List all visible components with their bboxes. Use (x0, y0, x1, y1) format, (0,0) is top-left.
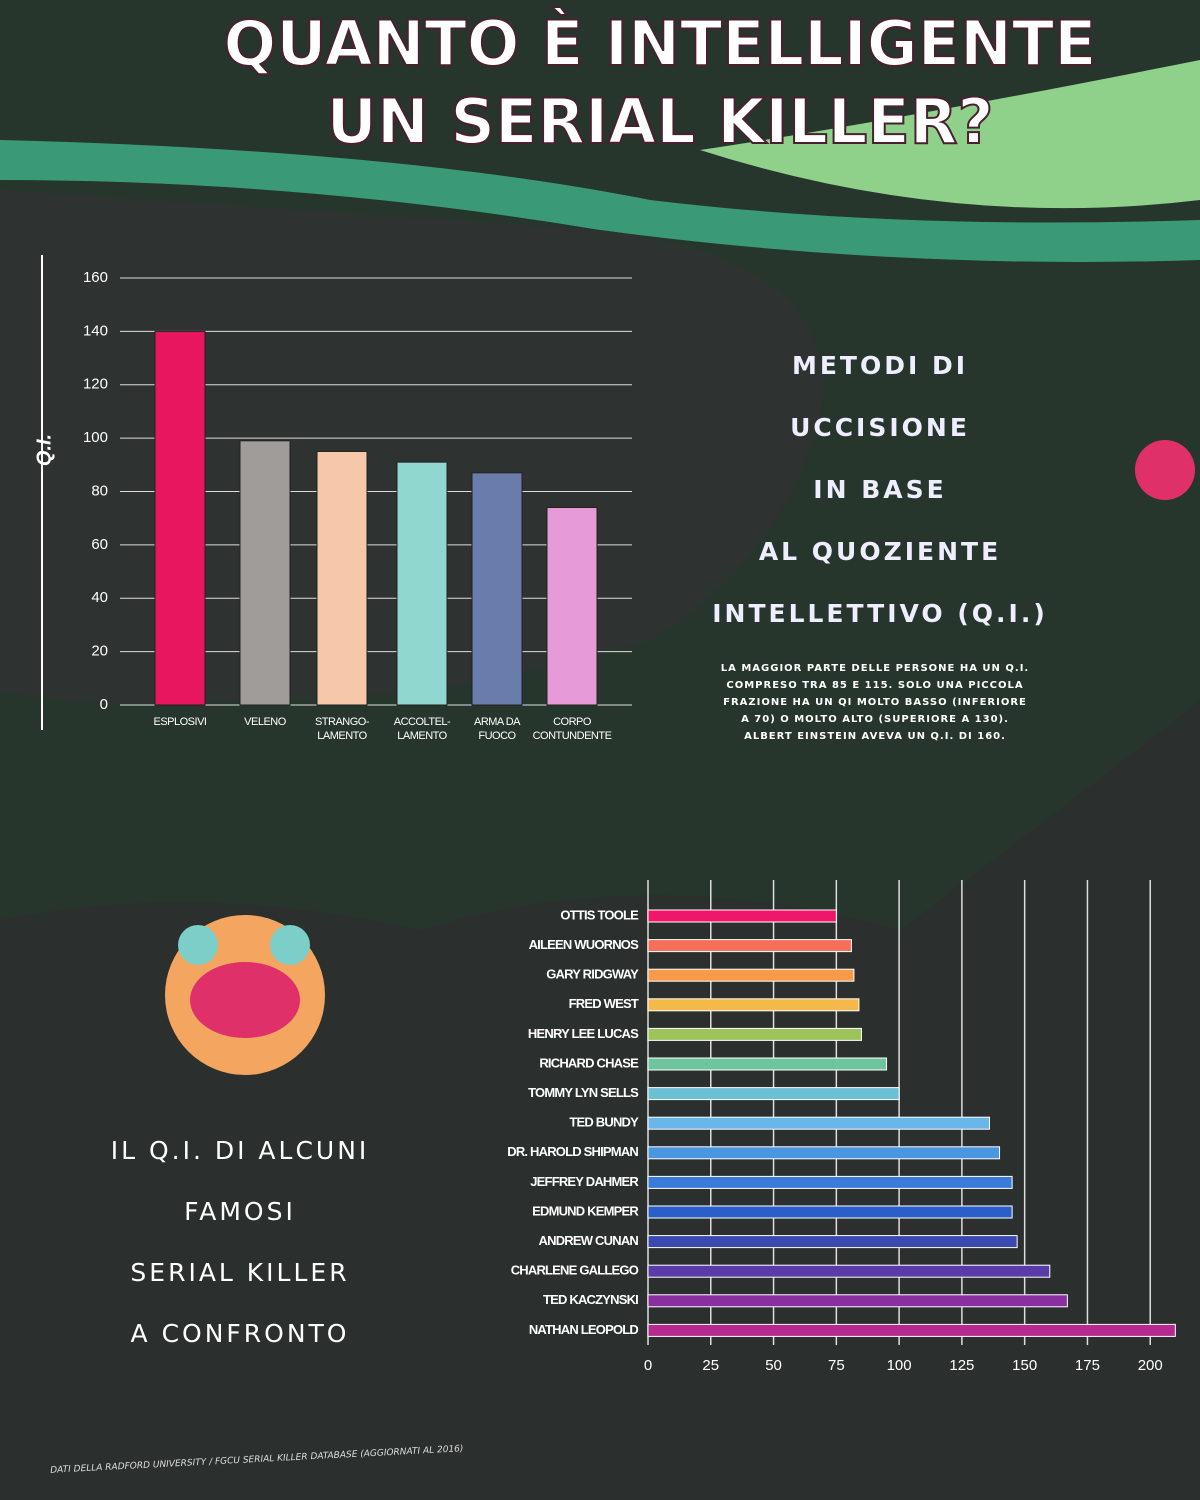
x-tick-label: ARMA DA FUOCO (473, 716, 521, 742)
y-tick-label: 80 (91, 482, 108, 499)
bar (647, 1087, 900, 1101)
y-tick-label: 60 (91, 536, 108, 553)
decor-band (0, 140, 1200, 262)
x-tick-label: CORPO CONTUNDENTE (532, 716, 612, 742)
y-tick-label: 40 (91, 589, 108, 606)
bar (647, 1146, 1001, 1160)
chart-note: LA MAGGIOR PARTE DELLE PERSONE HA UN Q.I… (720, 663, 1030, 742)
bar (647, 968, 855, 982)
y-tick-label: TED KACZYNSKI (543, 1292, 638, 1307)
y-tick-label: HENRY LEE LUCAS (528, 1026, 639, 1041)
x-tick-label: 75 (828, 1357, 845, 1374)
y-tick-label: 0 (100, 696, 108, 713)
bar (154, 330, 206, 706)
x-tick-label: ESPLOSIVI (153, 716, 207, 728)
chart-title: METODI DI UCCISIONE IN BASE AL QUOZIENTE… (712, 351, 1048, 628)
y-tick-label: OTTIS TOOLE (560, 907, 639, 922)
y-tick-label: FRED WEST (569, 996, 639, 1011)
y-tick-label: 100 (83, 429, 108, 446)
bar (647, 998, 860, 1012)
x-tick-label: 50 (765, 1357, 782, 1374)
y-tick-label: 140 (83, 322, 108, 339)
bar (647, 1294, 1068, 1308)
x-tick-label: 200 (1138, 1357, 1163, 1374)
bar (647, 1235, 1018, 1249)
y-tick-label: ANDREW CUNAN (539, 1233, 639, 1248)
y-tick-label: GARY RIDGWAY (546, 967, 639, 982)
y-tick-label: AILEEN WUORNOS (529, 937, 640, 952)
y-tick-label: TOMMY LYN SELLS (528, 1085, 639, 1100)
bar (471, 472, 523, 706)
x-tick-label: 0 (644, 1357, 652, 1374)
y-tick-label: 120 (83, 376, 108, 393)
icon-bubble (270, 925, 310, 965)
bar (239, 440, 291, 706)
brain-icon (190, 962, 300, 1038)
y-axis-label: Q.I. (33, 434, 55, 466)
y-tick-label: 20 (91, 643, 108, 660)
bar (546, 507, 598, 706)
bar (647, 1027, 862, 1041)
title: QUANTO È INTELLIGENTE UN SERIAL KILLER? (223, 6, 1098, 159)
x-tick-label: VELENO (244, 716, 286, 728)
bar (647, 909, 837, 923)
y-tick-label: EDMUND KEMPER (532, 1203, 639, 1218)
decor-band (700, 60, 1200, 209)
y-tick-label: 160 (83, 269, 108, 286)
chart-title: IL Q.I. DI ALCUNI FAMOSI SERIAL KILLER A… (110, 1136, 370, 1348)
x-tick-label: 25 (702, 1357, 719, 1374)
bar (647, 939, 852, 953)
x-tick-label: STRANGO- LAMENTO (314, 716, 370, 742)
y-tick-label: JEFFREY DAHMER (530, 1174, 639, 1189)
bar (647, 1116, 991, 1130)
x-tick-label: 100 (887, 1357, 912, 1374)
x-tick-label: 125 (949, 1357, 974, 1374)
y-tick-label: CHARLENE GALLEGO (511, 1263, 639, 1278)
x-tick-label: 150 (1012, 1357, 1037, 1374)
y-tick-label: TED BUNDY (569, 1115, 639, 1130)
y-tick-label: DR. HAROLD SHIPMAN (507, 1144, 638, 1159)
decor-blob (0, 190, 824, 704)
y-tick-label: RICHARD CHASE (539, 1055, 639, 1070)
bar (316, 450, 368, 706)
bar (647, 1205, 1013, 1219)
bar (647, 1264, 1051, 1278)
bar (647, 1175, 1013, 1189)
x-tick-label: 175 (1075, 1357, 1100, 1374)
bar (647, 1323, 1176, 1337)
x-tick-label: ACCOLTEL- LAMENTO (393, 716, 451, 742)
brain-icon (1135, 440, 1195, 500)
bar (647, 1057, 888, 1071)
icon-bubble (178, 925, 218, 965)
y-tick-label: NATHAN LEOPOLD (529, 1322, 639, 1337)
bar (396, 461, 448, 706)
